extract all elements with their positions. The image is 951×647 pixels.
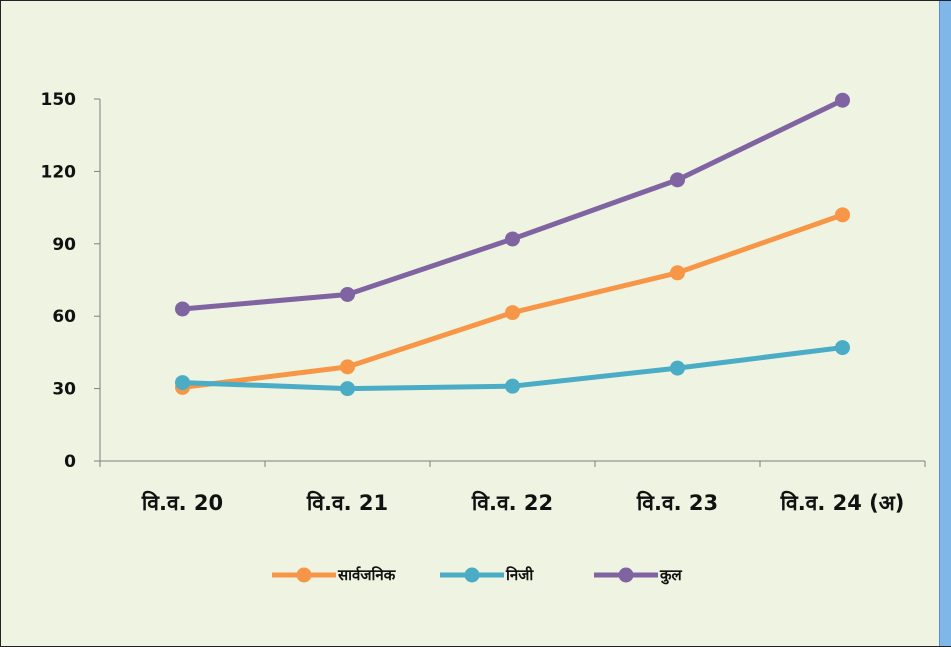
data-point: [835, 340, 850, 356]
x-category-label: वि.व. 24 (अ): [780, 490, 905, 515]
y-tick-label: 120: [41, 162, 77, 182]
legend-item: सार्वजनिक: [272, 566, 397, 584]
data-point: [175, 375, 190, 391]
legend-item: निजी: [440, 566, 534, 584]
legend-marker: [618, 567, 634, 583]
x-category-label: वि.व. 23: [636, 490, 718, 515]
axes-group: [94, 98, 926, 467]
data-point: [340, 381, 355, 397]
data-point: [670, 265, 685, 281]
y-tick-labels: 0 30 60 90 120 150: [41, 90, 77, 472]
legend-marker: [464, 567, 480, 583]
legend: सार्वजनिक निजी कुल: [272, 566, 683, 585]
x-category-label: वि.व. 22: [471, 490, 553, 515]
legend-label: सार्वजनिक: [337, 566, 397, 584]
y-tick-label: 60: [52, 307, 76, 327]
data-point: [340, 286, 355, 302]
x-category-label: वि.व. 21: [306, 490, 388, 515]
data-point: [505, 305, 520, 321]
series-line-2: [180, 97, 845, 312]
legend-label: निजी: [505, 566, 534, 584]
y-tick-label: 30: [52, 380, 76, 400]
y-tick-label: 0: [64, 452, 76, 472]
legend-item: कुल: [594, 566, 683, 585]
data-point: [670, 172, 685, 188]
decorative-side-strip: [939, 1, 951, 646]
legend-label: कुल: [659, 566, 683, 585]
data-point: [835, 92, 850, 108]
data-point: [340, 359, 355, 375]
data-point: [835, 207, 850, 223]
data-point: [505, 378, 520, 394]
x-category-label: वि.व. 20: [141, 490, 223, 515]
series-points: [175, 92, 850, 397]
y-tick-label: 90: [52, 235, 76, 255]
data-point: [670, 360, 685, 376]
data-point: [505, 231, 520, 247]
data-point: [175, 301, 190, 317]
x-category-labels: वि.व. 20 वि.व. 21 वि.व. 22 वि.व. 23 वि.व. 24…: [141, 490, 905, 515]
y-tick-label: 150: [41, 90, 77, 110]
legend-marker: [296, 567, 312, 583]
